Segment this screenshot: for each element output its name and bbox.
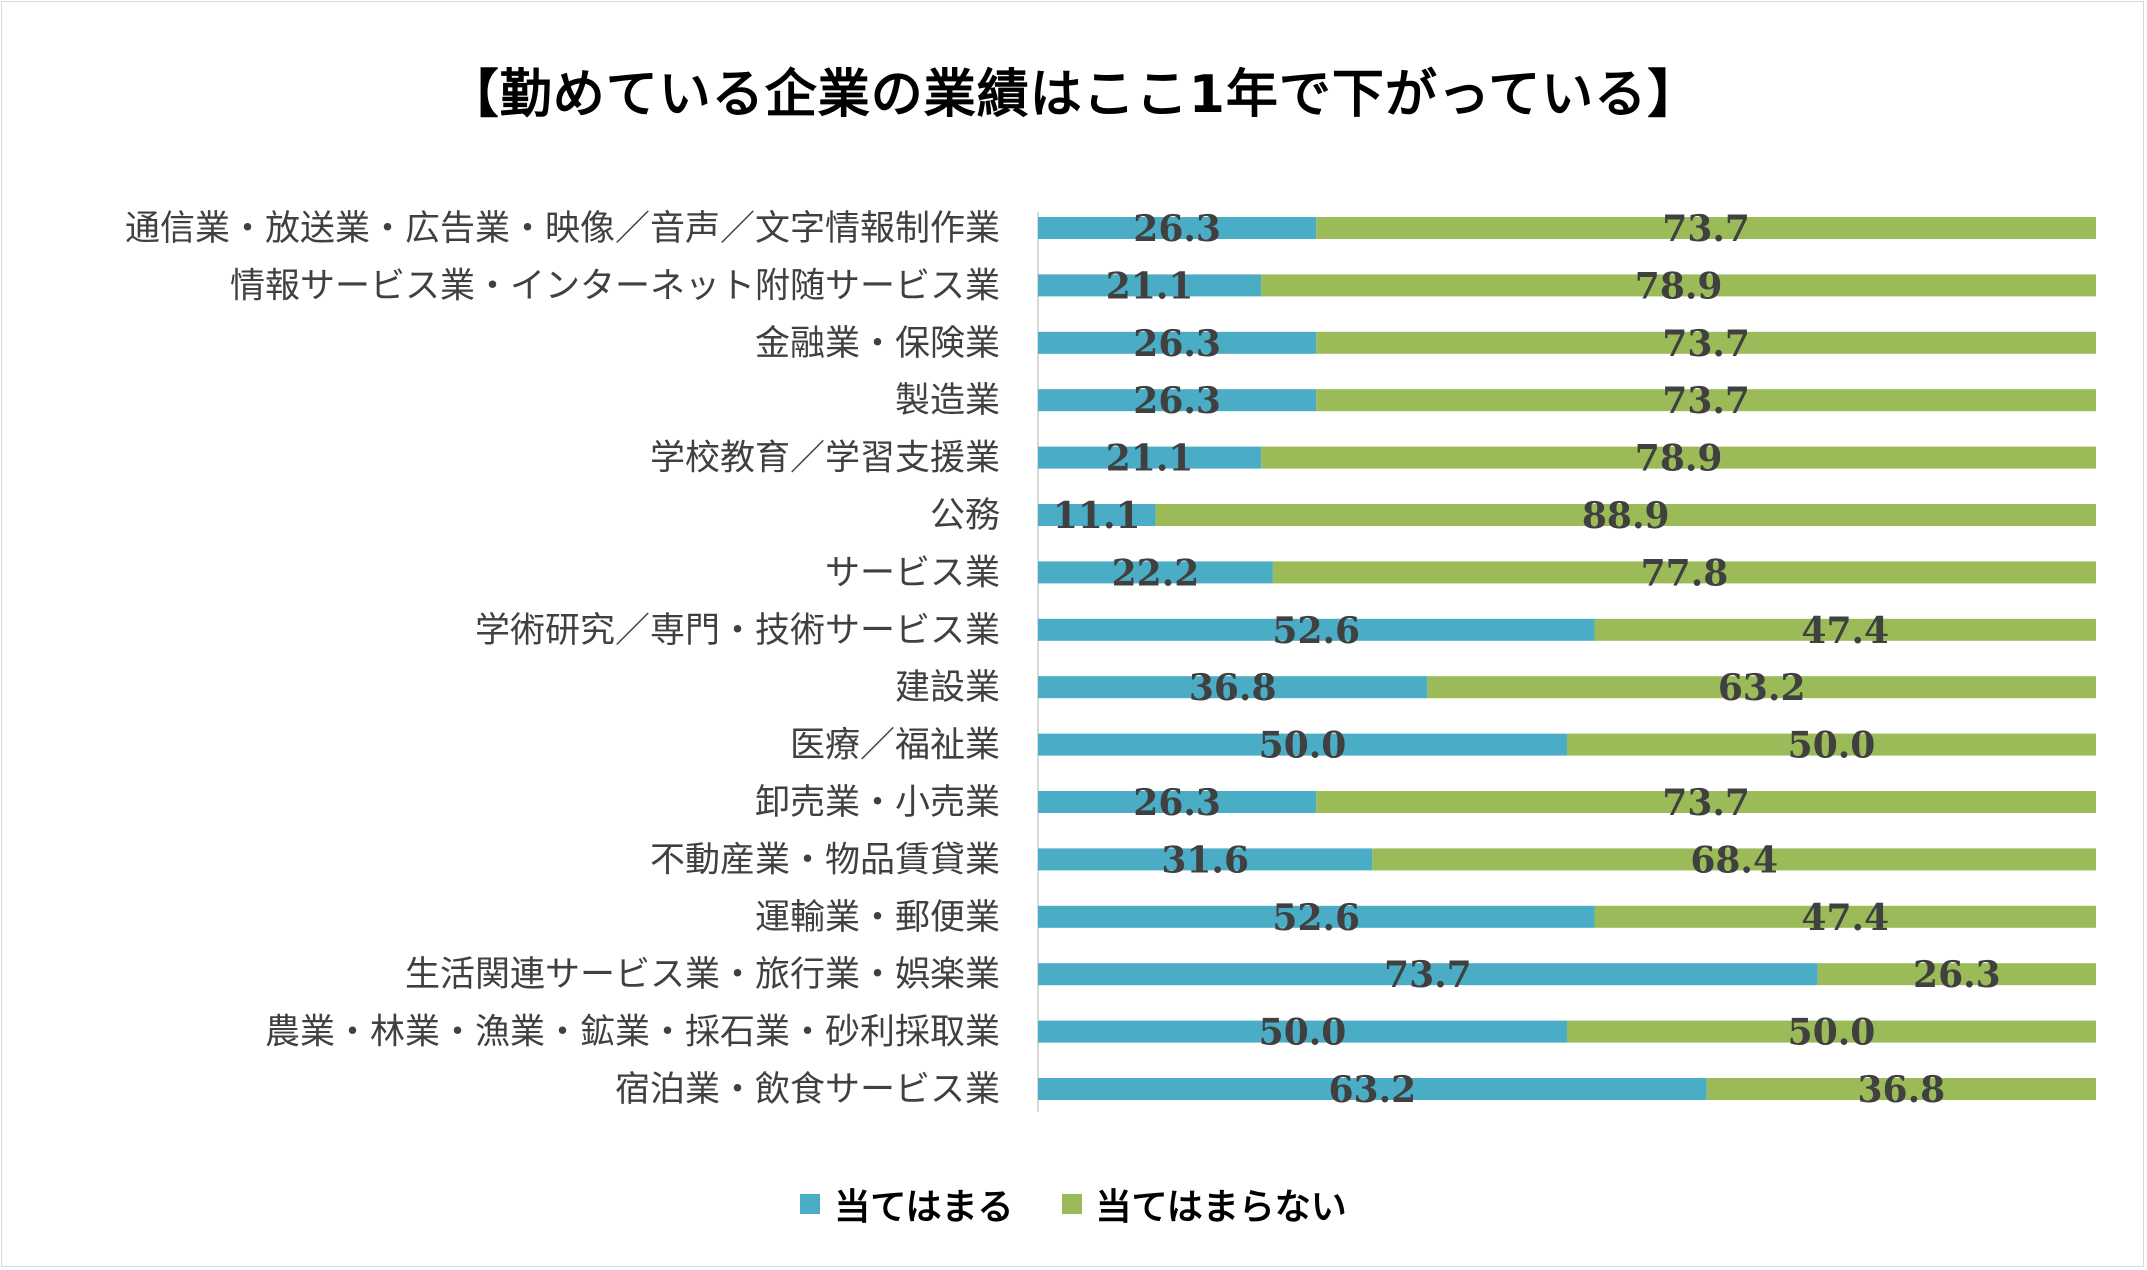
bar-applicable (1038, 446, 1262, 469)
category-label: 農業・林業・漁業・鉱業・採石業・砂利採取業 (265, 1013, 1000, 1053)
bar-not-applicable (1817, 963, 2096, 986)
bar-applicable (1038, 561, 1273, 584)
data-label-not-applicable: 63.2 (1718, 667, 1806, 709)
bar-not-applicable (1567, 1020, 2096, 1043)
data-label-not-applicable: 77.8 (1641, 552, 1729, 594)
data-label-not-applicable: 47.4 (1801, 610, 1889, 652)
data-label-applicable: 26.3 (1133, 782, 1221, 824)
data-label-applicable: 26.3 (1133, 208, 1221, 250)
bar-applicable (1038, 274, 1262, 297)
data-label-applicable: 21.1 (1106, 438, 1194, 480)
bar-not-applicable (1427, 676, 2096, 699)
category-label: 公務 (930, 496, 1000, 536)
bar-not-applicable (1272, 561, 2096, 584)
bar-not-applicable (1706, 1078, 2096, 1100)
data-label-not-applicable: 50.0 (1788, 725, 1876, 767)
data-label-not-applicable: 78.9 (1635, 438, 1723, 480)
data-label-applicable: 63.2 (1328, 1069, 1416, 1111)
bar-applicable (1038, 733, 1567, 756)
legend-item-series-1: 当てはまる (800, 1178, 1014, 1230)
category-labels: 通信業・放送業・広告業・映像／音声／文字情報制作業情報サービス業・インターネット… (125, 209, 1000, 1110)
data-label-not-applicable: 26.3 (1913, 954, 2001, 996)
bar-applicable (1038, 905, 1595, 928)
category-label: 学術研究／専門・技術サービス業 (475, 611, 1000, 651)
bar-not-applicable (1316, 389, 2096, 412)
data-label-applicable: 26.3 (1133, 380, 1221, 422)
legend-label-series-1: 当てはまる (834, 1187, 1014, 1228)
bar-applicable (1038, 389, 1317, 412)
data-label-not-applicable: 50.0 (1788, 1012, 1876, 1054)
bar-applicable (1038, 504, 1156, 526)
data-label-not-applicable: 73.7 (1662, 782, 1750, 824)
data-label-not-applicable: 73.7 (1662, 208, 1750, 250)
legend-swatch-series-2 (1061, 1194, 1082, 1214)
bar-not-applicable (1567, 733, 2096, 756)
legend-item-series-2: 当てはまらない (1061, 1178, 1347, 1230)
data-label-not-applicable: 78.9 (1635, 265, 1723, 307)
category-label: 卸売業・小売業 (755, 783, 1000, 823)
bar-applicable (1038, 676, 1428, 699)
category-label: 情報サービス業・インターネット附随サービス業 (230, 266, 1000, 306)
data-label-applicable: 11.1 (1053, 495, 1141, 537)
bar-applicable (1038, 1020, 1567, 1043)
data-label-not-applicable: 68.4 (1690, 839, 1778, 881)
data-label-not-applicable: 36.8 (1857, 1069, 1945, 1111)
chart-title: 【勤めている企業の業績はここ1年で下がっている】 (446, 65, 1701, 125)
data-label-applicable: 52.6 (1272, 610, 1360, 652)
bar-applicable (1038, 848, 1373, 871)
bar-not-applicable (1316, 791, 2096, 813)
data-label-applicable: 22.2 (1112, 552, 1200, 594)
legend-swatch-series-1 (800, 1194, 821, 1214)
bars (1038, 217, 2096, 1100)
bar-applicable (1038, 618, 1595, 641)
category-label: 運輸業・郵便業 (755, 898, 1000, 938)
bar-not-applicable (1316, 217, 2096, 239)
category-label: 建設業 (895, 668, 1000, 708)
bar-not-applicable (1594, 618, 2096, 641)
category-label: 通信業・放送業・広告業・映像／音声／文字情報制作業 (125, 209, 1000, 249)
bar-applicable (1038, 1078, 1707, 1100)
data-label-not-applicable: 47.4 (1801, 897, 1889, 939)
data-label-applicable: 50.0 (1259, 725, 1347, 767)
data-label-applicable: 73.7 (1384, 954, 1472, 996)
bar-not-applicable (1316, 331, 2096, 354)
legend: 当てはまる 当てはまらない (0, 1178, 2147, 1230)
category-label: 医療／福祉業 (790, 726, 1000, 766)
bar-not-applicable (1594, 905, 2096, 928)
bar-not-applicable (1261, 446, 2096, 469)
category-label: 不動産業・物品賃貸業 (650, 840, 1000, 880)
data-label-not-applicable: 73.7 (1662, 323, 1750, 365)
category-label: サービス業 (825, 553, 1000, 593)
category-label: 製造業 (895, 381, 1000, 421)
data-label-applicable: 36.8 (1189, 667, 1277, 709)
bar-not-applicable (1372, 848, 2096, 871)
data-label-applicable: 50.0 (1259, 1012, 1347, 1054)
bar-applicable (1038, 217, 1317, 239)
data-label-not-applicable: 88.9 (1582, 495, 1670, 537)
category-label: 宿泊業・飲食サービス業 (615, 1070, 1000, 1110)
data-label-applicable: 26.3 (1133, 323, 1221, 365)
category-label: 金融業・保険業 (755, 324, 1000, 364)
bar-not-applicable (1261, 274, 2096, 297)
category-label: 学校教育／学習支援業 (650, 439, 1000, 479)
category-label: 生活関連サービス業・旅行業・娯楽業 (405, 955, 1000, 995)
data-label-applicable: 31.6 (1161, 839, 1249, 881)
bar-not-applicable (1155, 504, 2096, 526)
data-label-applicable: 21.1 (1106, 265, 1194, 307)
bar-applicable (1038, 331, 1317, 354)
data-label-applicable: 52.6 (1272, 897, 1360, 939)
data-label-not-applicable: 73.7 (1662, 380, 1750, 422)
data-labels: 26.3 73.7 21.1 78.9 26.3 73.7 26.3 73.7 21.1 78.9… (1053, 208, 2001, 1111)
bar-applicable (1038, 963, 1818, 986)
bar-applicable (1038, 791, 1317, 813)
legend-label-series-2: 当てはまらない (1095, 1187, 1347, 1228)
